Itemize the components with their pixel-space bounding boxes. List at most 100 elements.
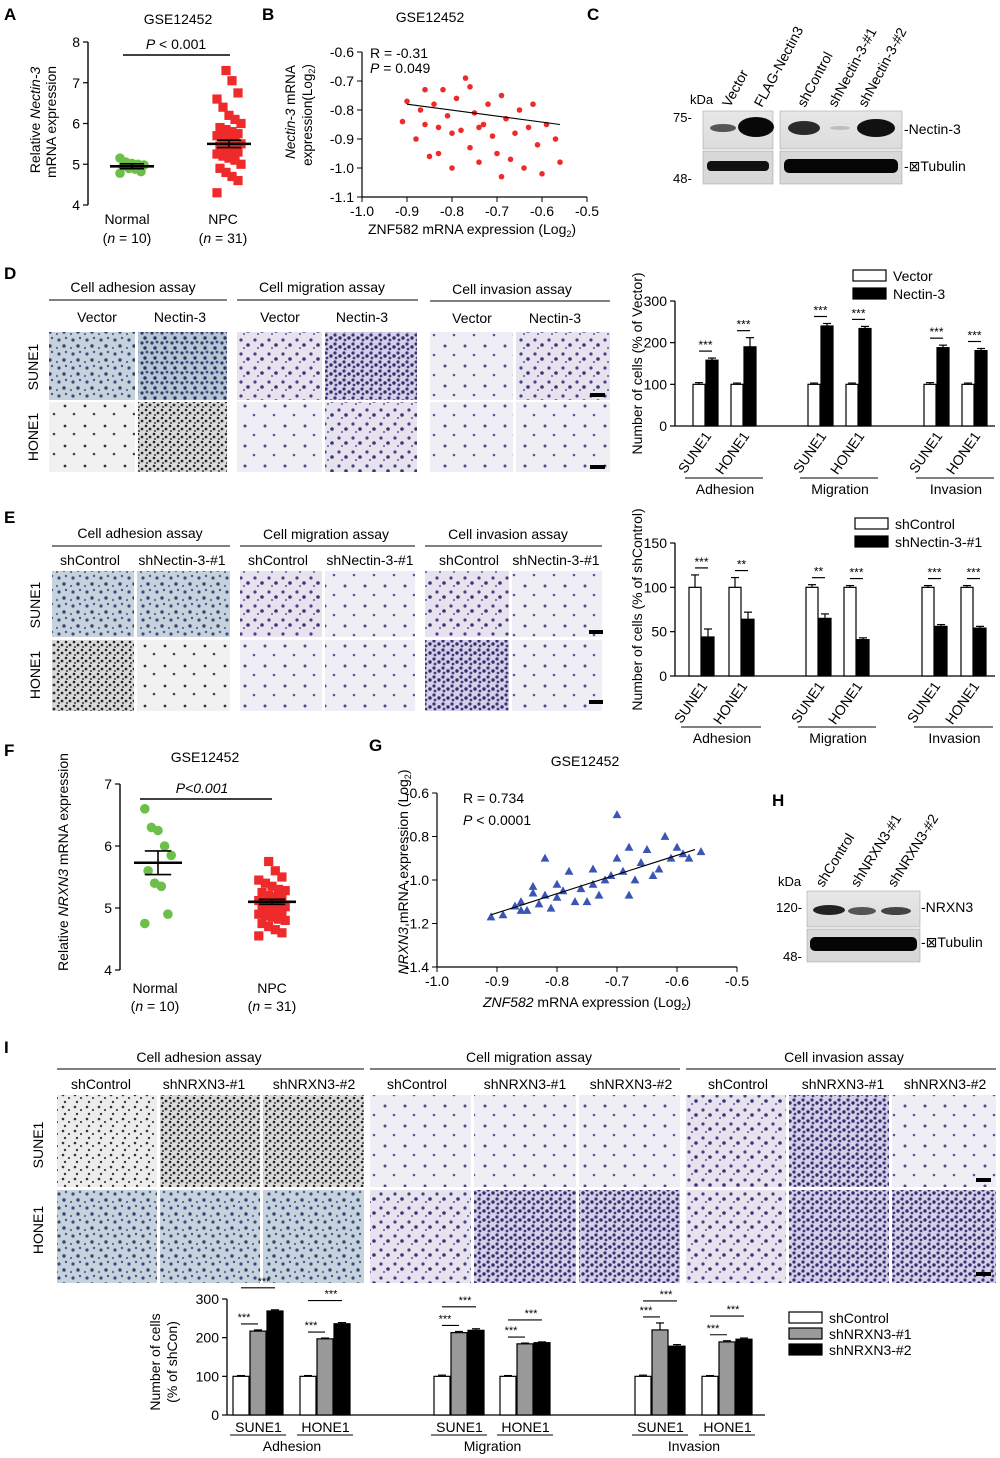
data-point: [588, 879, 598, 888]
x-tick-label: HONE1: [942, 678, 983, 727]
bar: [818, 617, 832, 677]
y-axis-label: Number of cells (% of shControl): [629, 508, 645, 710]
micrograph: [137, 640, 230, 711]
panel-f-group-npc: NPC: [257, 980, 287, 996]
micrograph: [686, 1095, 786, 1187]
panel-i-row-sune1: SUNE1: [30, 1121, 46, 1168]
panel-letter-i: I: [4, 1038, 9, 1057]
scale-bar: [590, 393, 605, 397]
data-point: [254, 931, 264, 941]
data-point: [489, 133, 496, 139]
data-point: [660, 831, 670, 840]
legend-swatch: [788, 1311, 823, 1324]
data-point: [648, 871, 658, 880]
micrograph: [370, 1190, 471, 1283]
micrograph: [425, 571, 509, 637]
data-point: [476, 159, 482, 165]
data-point: [280, 886, 290, 896]
panel-d: D Cell adhesion assay Cell migration ass…: [4, 264, 995, 497]
data-point: [467, 144, 473, 151]
x-tick-label: -1.0: [350, 203, 374, 219]
micrograph: [52, 571, 134, 637]
micrograph: [325, 402, 417, 472]
bar: [843, 586, 857, 677]
n-rest: = 10): [143, 998, 179, 1014]
panel-d-row-hone1: HONE1: [25, 413, 41, 461]
data-point: [522, 905, 532, 914]
panel-g-ylabel-gene: NRXN3: [395, 927, 411, 975]
sig-stars: ***: [851, 306, 865, 320]
x-tick-label: HONE1: [710, 678, 751, 727]
panel-c-marker-48: 48-: [673, 171, 692, 186]
band-c-tubulin-right: [784, 159, 898, 173]
panel-f-ylabel-1: Relative: [55, 916, 71, 970]
panel-letter-g: G: [369, 736, 382, 755]
panel-g-title: GSE12452: [551, 753, 620, 769]
panel-b-ylabel-close: ): [300, 64, 315, 69]
legend-swatch: [852, 269, 887, 282]
bar: [820, 325, 834, 427]
panel-a-group-npc: NPC: [208, 211, 238, 227]
y-tick-label: 5: [72, 156, 80, 172]
y-tick-label: 5: [104, 900, 112, 916]
data-point: [612, 810, 622, 819]
sig-stars: ***: [929, 325, 943, 339]
micrograph: [263, 1190, 364, 1283]
micrograph: [474, 1095, 576, 1187]
panel-f-group-normal: Normal: [132, 980, 177, 996]
band-h-shnrxn3-2: [881, 907, 911, 915]
data-point: [140, 918, 150, 929]
panel-e-row-sune1: SUNE1: [27, 581, 43, 628]
panel-d-assay-migration: Cell migration assay: [259, 279, 385, 295]
data-point: [277, 908, 287, 918]
sig-stars: ***: [660, 1289, 674, 1301]
panel-g-ylabel-1: mRNA expression (Log: [395, 779, 411, 927]
micrograph: [516, 332, 610, 400]
y-tick-label: 300: [644, 293, 668, 309]
data-point: [221, 125, 231, 135]
bar: [701, 1375, 719, 1416]
data-point: [552, 892, 562, 901]
y-tick-label: 50: [651, 624, 667, 640]
sig-stars: ***: [927, 566, 941, 580]
data-point: [224, 110, 234, 120]
panel-b-ylabel-2a: expression(Log: [300, 74, 315, 166]
legend-label: shNRXN3-#2: [829, 1342, 912, 1358]
micrograph: [237, 402, 322, 472]
n-rest: = 10): [115, 230, 151, 246]
bar: [923, 383, 937, 427]
x-tick-label: SUNE1: [671, 678, 711, 726]
data-point: [264, 856, 274, 867]
data-point: [422, 86, 428, 93]
data-point: [636, 858, 646, 866]
micrograph: [240, 571, 322, 637]
panel-b-r: R = -0.31: [370, 45, 428, 61]
legend-swatch: [852, 287, 887, 300]
data-point: [221, 65, 231, 76]
group-label: Invasion: [668, 1438, 720, 1454]
data-point: [485, 101, 491, 107]
panel-b-xlabel-sub: 2: [566, 229, 571, 239]
data-point: [277, 872, 287, 882]
panel-a-pvalue-p: P: [146, 36, 156, 52]
bar: [856, 639, 870, 677]
x-tick-label: -0.8: [545, 973, 569, 989]
data-point: [264, 891, 274, 901]
panel-e-col-2: shNectin-3-#1: [138, 552, 225, 568]
panel-i-col-6: shNRXN3-#2: [590, 1076, 673, 1092]
panel-d-assay-invasion: Cell invasion assay: [452, 281, 572, 297]
panel-g-plot: -0.6-0.8-1.0-1.2-1.4-1.0 -0.9 -0.8 -0.7 -0.6…: [405, 785, 749, 989]
n-open: (: [103, 230, 108, 246]
bar: [701, 636, 715, 677]
panel-letter-c: C: [587, 5, 599, 24]
data-point: [270, 906, 280, 916]
legend-label: Vector: [893, 268, 933, 284]
data-point: [528, 881, 538, 890]
data-point: [212, 131, 222, 141]
n-italic: n: [107, 230, 115, 246]
bar: [961, 383, 975, 427]
panel-i-col-1: shControl: [71, 1076, 131, 1092]
bar: [858, 327, 872, 427]
bar: [730, 383, 744, 427]
band-c-shnectin2-nectin3: [857, 119, 895, 137]
